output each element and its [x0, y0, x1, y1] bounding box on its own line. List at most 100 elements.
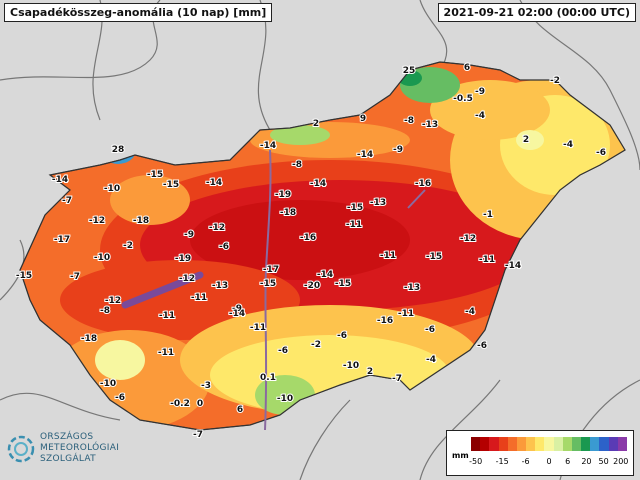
anomaly-value-labels: -14-7-10-15-15 -14-12-17-18-9-12-10-2-7-1… [15, 62, 607, 441]
anomaly-value-label: -15 [426, 252, 442, 262]
legend-tick-label: 6 [565, 457, 571, 466]
anomaly-value-label: -18 [280, 208, 296, 218]
anomaly-value-label: -15 [16, 271, 32, 281]
legend-swatch [507, 437, 517, 451]
legend-color-bar [471, 437, 627, 451]
anomaly-value-label: -8 [100, 306, 110, 316]
anomaly-value-label: -9 [393, 145, 403, 155]
anomaly-value-label: -4 [465, 307, 475, 317]
anomaly-value-label: 28 [112, 145, 125, 155]
anomaly-value-label: -16 [300, 233, 316, 243]
anomaly-value-label: -12 [209, 223, 225, 233]
anomaly-value-label: -15 [347, 203, 363, 213]
anomaly-value-label: -0.5 [453, 94, 473, 104]
legend-tick-label: -15 [495, 457, 509, 466]
anomaly-value-label: -2 [123, 241, 133, 251]
anomaly-value-label: -14 [206, 178, 222, 188]
anomaly-value-label: -14 [260, 141, 276, 151]
legend-swatch [489, 437, 499, 451]
legend-swatch [562, 437, 572, 451]
anomaly-value-label: -10 [343, 361, 359, 371]
anomaly-value-label: -2 [550, 76, 560, 86]
anomaly-value-label: -1 [483, 210, 493, 220]
anomaly-value-label: -16 [415, 179, 431, 189]
anomaly-value-label: -16 [377, 316, 393, 326]
anomaly-value-label: -14 [317, 270, 333, 280]
anomaly-value-label: -3 [201, 381, 211, 391]
anomaly-value-label: -0.2 [170, 399, 190, 409]
logo-line-2: METEOROLÓGIAI [40, 443, 120, 453]
anomaly-value-label: -6 [337, 331, 347, 341]
anomaly-zones [50, 67, 625, 430]
legend-swatch [498, 437, 508, 451]
anomaly-value-label: -14 [357, 150, 373, 160]
anomaly-value-label: -11 [159, 311, 175, 321]
legend-swatch [599, 437, 609, 451]
anomaly-value-label: -10 [104, 184, 120, 194]
legend-swatch [544, 437, 554, 451]
anomaly-value-label: 25 [403, 66, 416, 76]
legend-ticks: -50 -15 -6 0 6 20 50 200 [469, 457, 629, 469]
anomaly-value-label: -4 [475, 111, 485, 121]
anomaly-value-label: -14 [505, 261, 521, 271]
legend-swatch [553, 437, 563, 451]
anomaly-value-label: -11 [479, 255, 495, 265]
legend-tick-label: 50 [598, 457, 609, 466]
legend-swatch [526, 437, 536, 451]
anomaly-value-label: -6 [219, 242, 229, 252]
river-danube [264, 149, 426, 431]
anomaly-value-label: -4 [563, 140, 573, 150]
legend-tick-label: 20 [581, 457, 592, 466]
anomaly-value-label: -19 [175, 254, 191, 264]
anomaly-value-label: -6 [278, 346, 288, 356]
legend-tick-label: 200 [613, 457, 629, 466]
anomaly-value-label: -6 [425, 325, 435, 335]
anomaly-value-label: 2 [523, 135, 529, 145]
anomaly-value-label: -12 [460, 234, 476, 244]
legend-swatch [571, 437, 582, 451]
anomaly-value-label: -9 [184, 230, 194, 240]
anomaly-value-label: -7 [62, 196, 72, 206]
anomaly-value-label: -6 [115, 393, 125, 403]
anomaly-value-label: -15 [163, 180, 179, 190]
legend-swatch [480, 437, 490, 451]
anomaly-value-label: 0 [197, 399, 203, 409]
anomaly-value-label: -11 [250, 323, 266, 333]
anomaly-value-label: -6 [596, 148, 606, 158]
anomaly-value-label: -11 [346, 220, 362, 230]
anomaly-value-label: -8 [292, 160, 302, 170]
legend-tick-label: 0 [546, 457, 552, 466]
anomaly-value-label: -14 [229, 309, 245, 319]
anomaly-value-label: 2 [313, 119, 319, 129]
anomaly-value-label: 6 [464, 63, 470, 73]
anomaly-value-label: -11 [191, 293, 207, 303]
legend-swatch [608, 437, 618, 451]
logo-swirl-icon [7, 435, 35, 463]
anomaly-value-label: -13 [370, 198, 386, 208]
anomaly-value-label: -12 [89, 216, 105, 226]
anomaly-value-label: -2 [311, 340, 321, 350]
anomaly-value-label: -18 [81, 334, 97, 344]
anomaly-value-label: -15 [260, 279, 276, 289]
anomaly-value-label: -12 [179, 274, 195, 284]
anomaly-value-label: 9 [360, 114, 366, 124]
logo-line-1: ORSZÁGOS [40, 432, 94, 442]
legend-swatch [617, 437, 627, 451]
anomaly-value-label: -10 [277, 394, 293, 404]
anomaly-value-label: 6 [237, 405, 243, 415]
omsz-logo: ORSZÁGOS METEOROLÓGIAI SZOLGÁLAT [6, 428, 156, 472]
anomaly-value-label: -14 [52, 175, 68, 185]
anomaly-value-label: 0.1 [260, 373, 276, 383]
anomaly-value-label: -13 [422, 120, 438, 130]
anomaly-value-label: -11 [158, 348, 174, 358]
lake-balaton [121, 271, 204, 309]
anomaly-value-label: -7 [193, 430, 203, 440]
anomaly-value-label: -4 [426, 355, 436, 365]
anomaly-value-label: -7 [392, 374, 402, 384]
legend-swatch [471, 437, 481, 451]
anomaly-value-label: -15 [335, 279, 351, 289]
legend-swatch [590, 437, 600, 451]
legend-swatch [581, 437, 591, 451]
